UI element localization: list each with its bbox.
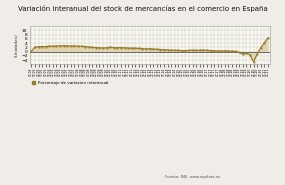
Y-axis label: (Unidades): (Unidades): [15, 33, 19, 57]
Text: Fuente: INE, www.epalata.es: Fuente: INE, www.epalata.es: [165, 174, 221, 179]
Legend: Porcentaje de variación interanual: Porcentaje de variación interanual: [32, 81, 109, 85]
Text: Variación interanual del stock de mercancías en el comercio en España: Variación interanual del stock de mercan…: [18, 5, 267, 12]
